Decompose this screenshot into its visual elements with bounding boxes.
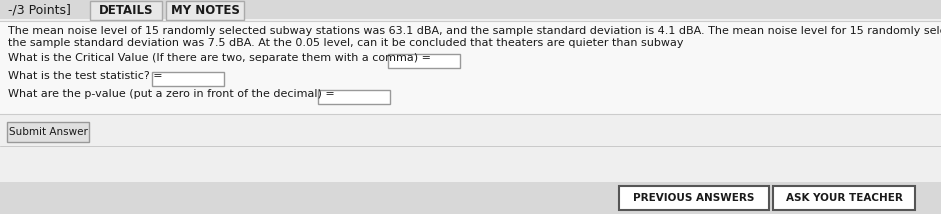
Text: -/3 Points]: -/3 Points]: [8, 3, 71, 16]
FancyBboxPatch shape: [619, 186, 769, 210]
FancyBboxPatch shape: [773, 186, 915, 210]
FancyBboxPatch shape: [0, 21, 941, 184]
FancyBboxPatch shape: [90, 1, 162, 20]
FancyBboxPatch shape: [0, 0, 941, 19]
Text: ASK YOUR TEACHER: ASK YOUR TEACHER: [786, 193, 902, 203]
Text: What are the p-value (put a zero in front of the decimal) =: What are the p-value (put a zero in fron…: [8, 89, 335, 99]
Text: Submit Answer: Submit Answer: [8, 127, 88, 137]
FancyBboxPatch shape: [318, 90, 390, 104]
FancyBboxPatch shape: [0, 182, 941, 214]
Text: the sample standard deviation was 7.5 dBA. At the 0.05 level, can it be conclude: the sample standard deviation was 7.5 dB…: [8, 38, 683, 48]
FancyBboxPatch shape: [388, 54, 460, 68]
Text: What is the Critical Value (If there are two, separate them with a comma) =: What is the Critical Value (If there are…: [8, 53, 431, 63]
FancyBboxPatch shape: [152, 72, 224, 86]
FancyBboxPatch shape: [7, 122, 89, 142]
FancyBboxPatch shape: [166, 1, 244, 20]
Text: What is the test statistic? =: What is the test statistic? =: [8, 71, 163, 81]
FancyBboxPatch shape: [0, 114, 941, 184]
Text: The mean noise level of 15 randomly selected subway stations was 63.1 dBA, and t: The mean noise level of 15 randomly sele…: [8, 26, 941, 36]
Text: MY NOTES: MY NOTES: [170, 4, 239, 17]
Text: DETAILS: DETAILS: [99, 4, 153, 17]
Text: PREVIOUS ANSWERS: PREVIOUS ANSWERS: [633, 193, 755, 203]
